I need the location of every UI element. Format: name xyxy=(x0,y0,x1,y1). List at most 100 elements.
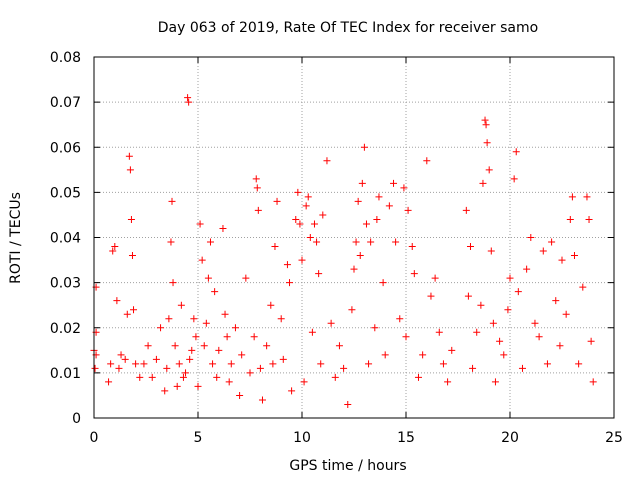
data-point xyxy=(296,220,304,228)
data-point xyxy=(381,351,389,359)
data-point xyxy=(348,306,356,314)
data-point xyxy=(184,94,192,102)
data-point xyxy=(396,315,404,323)
data-point xyxy=(109,247,117,255)
data-point xyxy=(410,270,418,278)
data-point xyxy=(373,215,381,223)
data-point xyxy=(431,274,439,282)
y-tick-label: 0.02 xyxy=(50,321,81,337)
data-point xyxy=(427,292,435,300)
data-point xyxy=(209,360,217,368)
data-point xyxy=(313,238,321,246)
data-point xyxy=(462,206,470,214)
y-tick-label: 0.04 xyxy=(50,231,81,247)
y-tick-label: 0.08 xyxy=(50,50,81,66)
data-point xyxy=(367,238,375,246)
data-point xyxy=(400,184,408,192)
data-point xyxy=(227,360,235,368)
data-point xyxy=(402,333,410,341)
axis-ticks: 0 5 10 15 20 25 0 0.01 0.02 0.03 0.04 0.05 0.06 0.07 0… xyxy=(50,50,623,446)
data-point xyxy=(194,382,202,390)
data-point xyxy=(123,310,131,318)
data-point xyxy=(414,373,422,381)
data-point xyxy=(198,256,206,264)
data-point xyxy=(512,148,520,156)
chart-title: Day 063 of 2019, Rate Of TEC Index for r… xyxy=(158,20,538,36)
data-point xyxy=(179,373,187,381)
y-tick-label: 0.06 xyxy=(50,140,81,156)
data-point xyxy=(165,315,173,323)
data-point xyxy=(288,387,296,395)
data-point xyxy=(111,243,119,251)
x-axis-label: GPS time / hours xyxy=(289,458,406,474)
data-point xyxy=(579,283,587,291)
data-point xyxy=(171,342,179,350)
x-tick-label: 10 xyxy=(293,430,311,446)
data-point xyxy=(173,382,181,390)
data-point xyxy=(358,179,366,187)
data-point xyxy=(562,310,570,318)
data-point xyxy=(125,152,133,160)
data-point xyxy=(128,252,136,260)
data-point xyxy=(263,342,271,350)
data-point xyxy=(308,328,316,336)
y-axis-label: ROTI / TECUs xyxy=(8,192,24,284)
data-point xyxy=(204,274,212,282)
data-point xyxy=(466,243,474,251)
data-point xyxy=(223,333,231,341)
data-point xyxy=(473,328,481,336)
data-point xyxy=(589,378,597,386)
x-tick-label: 0 xyxy=(90,430,99,446)
data-point xyxy=(448,346,456,354)
data-point xyxy=(130,306,138,314)
data-point xyxy=(152,355,160,363)
y-tick-label: 0 xyxy=(72,411,81,427)
data-point xyxy=(340,364,348,372)
data-point xyxy=(213,373,221,381)
x-tick-label: 5 xyxy=(194,430,203,446)
data-point xyxy=(206,238,214,246)
data-point xyxy=(506,274,514,282)
data-point xyxy=(283,261,291,269)
x-tick-label: 25 xyxy=(605,430,623,446)
data-point xyxy=(485,166,493,174)
data-point xyxy=(140,360,148,368)
data-point xyxy=(439,360,447,368)
data-point xyxy=(188,346,196,354)
data-point xyxy=(115,364,123,372)
data-point xyxy=(483,139,491,147)
data-point xyxy=(404,206,412,214)
data-point xyxy=(219,224,227,232)
data-point xyxy=(489,319,497,327)
data-point xyxy=(200,342,208,350)
data-point xyxy=(302,202,310,210)
data-point xyxy=(504,306,512,314)
data-point xyxy=(113,297,121,305)
data-point xyxy=(267,301,275,309)
data-point xyxy=(91,364,99,372)
data-point xyxy=(575,360,583,368)
data-point xyxy=(298,256,306,264)
data-point xyxy=(192,333,200,341)
y-tick-label: 0.03 xyxy=(50,276,81,292)
data-point xyxy=(277,315,285,323)
data-point xyxy=(469,364,477,372)
x-tick-label: 15 xyxy=(397,430,415,446)
data-point xyxy=(500,351,508,359)
data-point xyxy=(419,351,427,359)
data-point xyxy=(196,220,204,228)
data-point xyxy=(300,378,308,386)
data-point xyxy=(335,342,343,350)
data-point xyxy=(136,373,144,381)
data-point xyxy=(252,175,260,183)
data-point xyxy=(132,360,140,368)
data-point xyxy=(331,373,339,381)
data-point xyxy=(186,355,194,363)
data-point xyxy=(269,360,277,368)
data-point xyxy=(360,143,368,151)
data-point xyxy=(510,175,518,183)
data-point xyxy=(258,396,266,404)
data-point xyxy=(354,197,362,205)
data-point xyxy=(350,265,358,273)
data-point xyxy=(570,252,578,260)
